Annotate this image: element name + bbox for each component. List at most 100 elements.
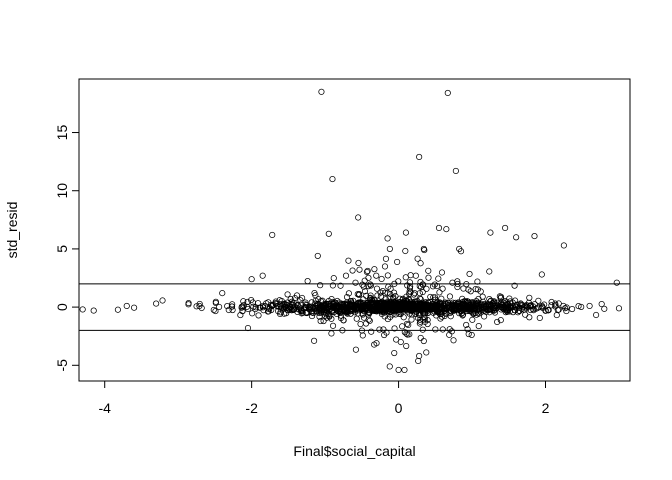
data-point — [371, 266, 378, 273]
data-point — [439, 326, 446, 333]
data-point — [343, 299, 350, 306]
data-points — [79, 88, 623, 374]
data-point — [290, 299, 297, 306]
data-point — [420, 281, 427, 288]
data-point — [446, 326, 453, 333]
y-tick-label: 0 — [54, 303, 70, 311]
data-point — [278, 304, 285, 312]
data-point — [538, 271, 545, 278]
data-point — [401, 300, 408, 307]
data-point — [325, 310, 332, 317]
data-point — [406, 285, 414, 292]
data-point — [308, 303, 315, 310]
data-point — [280, 305, 287, 312]
data-point — [438, 313, 445, 320]
data-point — [352, 279, 359, 286]
data-point — [560, 242, 567, 249]
data-point — [284, 291, 291, 298]
data-point — [419, 326, 426, 333]
data-point — [374, 303, 381, 310]
data-point — [447, 313, 454, 320]
data-point — [250, 303, 257, 310]
data-point — [430, 294, 437, 301]
data-point — [356, 290, 363, 298]
data-point — [360, 296, 367, 303]
data-point — [503, 307, 510, 314]
data-point — [474, 309, 481, 317]
data-point — [435, 224, 443, 232]
data-point — [337, 312, 344, 319]
data-point — [563, 308, 570, 315]
data-point — [185, 301, 192, 308]
data-point — [406, 310, 413, 317]
data-point — [400, 314, 407, 321]
data-point — [443, 226, 450, 233]
data-point — [353, 315, 360, 322]
data-point — [367, 282, 374, 289]
data-point — [225, 306, 232, 314]
data-point — [396, 295, 403, 302]
data-point — [381, 263, 389, 270]
y-axis-title: std_resid — [4, 202, 20, 259]
data-point — [423, 285, 430, 292]
data-point — [337, 282, 344, 289]
data-point — [439, 285, 446, 292]
data-point — [249, 310, 256, 317]
data-point — [413, 308, 420, 315]
data-point — [431, 301, 439, 308]
data-point — [522, 311, 529, 318]
data-point — [475, 306, 482, 313]
data-point — [416, 352, 423, 360]
data-point — [423, 349, 430, 356]
data-point — [123, 302, 130, 310]
data-point — [131, 304, 138, 311]
data-point — [474, 278, 481, 285]
data-point — [312, 304, 319, 311]
data-point — [403, 342, 410, 350]
data-point — [240, 302, 247, 309]
data-point — [416, 295, 423, 302]
data-point — [312, 292, 319, 299]
data-point — [487, 229, 494, 236]
data-point — [376, 303, 383, 310]
x-tick-label: 2 — [542, 400, 550, 416]
data-point — [555, 300, 562, 307]
data-point — [444, 89, 451, 97]
data-point — [342, 272, 350, 279]
data-point — [487, 297, 495, 304]
data-point — [302, 301, 309, 308]
data-point — [360, 307, 367, 315]
data-point — [290, 306, 297, 313]
data-point — [486, 268, 493, 275]
data-point — [228, 303, 236, 310]
data-point — [257, 304, 264, 311]
y-tick-label: -5 — [54, 359, 70, 372]
data-point — [212, 298, 219, 305]
data-point — [548, 298, 555, 306]
data-point — [410, 300, 417, 307]
data-point — [424, 320, 431, 328]
data-point — [553, 312, 560, 319]
data-point — [345, 290, 352, 297]
data-point — [473, 311, 480, 318]
data-point — [465, 330, 472, 338]
data-point — [212, 307, 219, 315]
data-point — [464, 298, 471, 305]
data-point — [494, 318, 501, 326]
data-point — [447, 309, 454, 317]
data-point — [287, 296, 294, 303]
data-point — [497, 293, 505, 300]
data-point — [331, 303, 338, 310]
data-point — [433, 305, 440, 312]
data-point — [397, 338, 404, 346]
data-point — [318, 88, 325, 95]
data-point — [295, 306, 302, 313]
data-point — [357, 320, 364, 328]
data-point — [355, 259, 362, 267]
data-point — [159, 297, 166, 304]
data-point — [394, 258, 401, 266]
data-point — [325, 297, 332, 305]
data-point — [299, 308, 306, 315]
data-point — [464, 304, 471, 311]
data-point — [468, 331, 475, 338]
